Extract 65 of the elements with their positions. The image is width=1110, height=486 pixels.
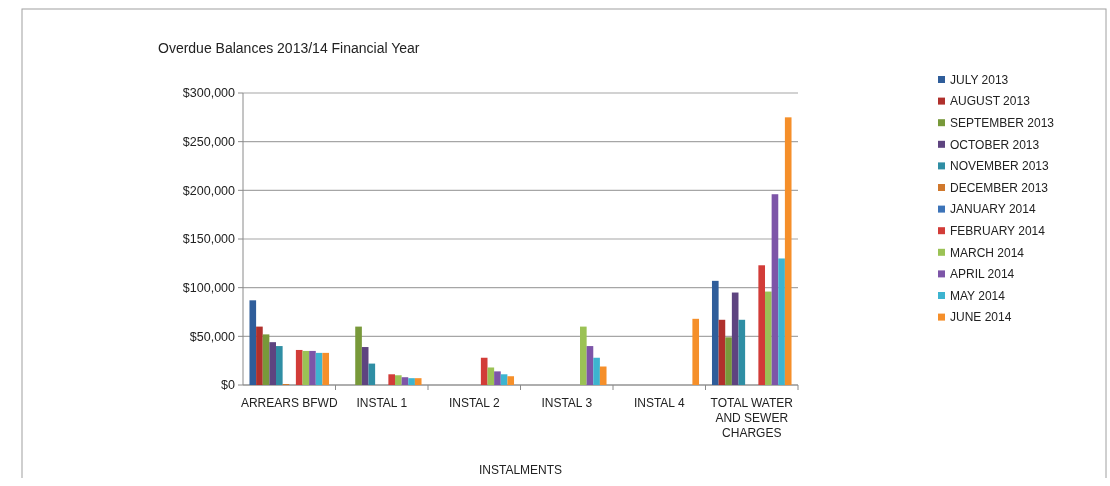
y-tick-label: $50,000	[189, 329, 236, 344]
legend-label: MAY 2014	[950, 288, 1006, 303]
bar	[692, 318, 700, 385]
y-tick-label: $100,000	[182, 281, 236, 296]
bar	[414, 378, 422, 385]
bar	[249, 300, 257, 385]
bar	[507, 376, 515, 385]
bar	[355, 326, 362, 385]
bar	[758, 265, 766, 385]
legend-label: SEPTEMBER 2013	[950, 115, 1055, 130]
bar	[401, 377, 409, 385]
bar	[778, 258, 785, 385]
bar	[711, 280, 719, 385]
legend-label: FEBRUARY 2014	[950, 223, 1046, 238]
x-tick-label: INSTAL 1	[356, 396, 408, 410]
bar	[765, 291, 772, 385]
x-tick-label: INSTAL 3	[541, 396, 593, 410]
bar	[408, 378, 415, 385]
bar	[784, 117, 792, 385]
bar	[315, 352, 323, 385]
bar	[586, 346, 594, 385]
bar	[580, 326, 587, 385]
bar	[388, 374, 396, 385]
legend-label: MARCH 2014	[950, 245, 1025, 260]
bar	[494, 371, 501, 385]
bar	[725, 337, 732, 385]
x-tick-label: INSTAL 4	[633, 396, 685, 410]
bar	[269, 342, 276, 385]
y-tick-label: $200,000	[182, 183, 236, 198]
bar	[480, 357, 488, 385]
bar	[599, 366, 607, 385]
x-tick-label: TOTAL WATER AND SEWER CHARGES	[710, 396, 794, 440]
x-tick-label: ARREARS BFWD	[240, 396, 338, 410]
legend-label: APRIL 2014	[950, 267, 1015, 282]
x-axis-title: INSTALMENTS	[478, 463, 563, 477]
bar	[295, 349, 303, 385]
y-tick-label: $250,000	[182, 135, 236, 150]
bar	[322, 352, 330, 385]
legend-label: NOVEMBER 2013	[950, 159, 1050, 174]
y-tick-label: $300,000	[182, 86, 236, 101]
bar	[302, 350, 310, 385]
x-tick-label: INSTAL 2	[448, 396, 500, 410]
bar	[256, 326, 263, 385]
bar	[309, 350, 316, 385]
bar	[718, 319, 726, 385]
legend-label: JULY 2013	[950, 72, 1009, 87]
bar	[361, 347, 369, 385]
bar	[395, 375, 402, 385]
bar	[500, 374, 508, 385]
legend-label: DECEMBER 2013	[950, 180, 1049, 195]
legend-label: JUNE 2014	[950, 310, 1012, 325]
y-tick-label: $150,000	[182, 232, 236, 247]
y-tick-label: $0	[221, 378, 236, 393]
bar	[593, 357, 600, 385]
bar	[368, 363, 376, 385]
legend-label: AUGUST 2013	[950, 94, 1031, 109]
legend-label: OCTOBER 2013	[950, 137, 1040, 152]
bar	[731, 292, 739, 385]
bar	[262, 334, 270, 385]
bar	[738, 319, 746, 385]
bar	[487, 367, 495, 385]
legend-label: JANUARY 2014	[950, 202, 1036, 217]
bar	[275, 346, 283, 385]
bar	[771, 194, 779, 385]
chart-title: Overdue Balances 2013/14 Financial Year	[158, 40, 420, 56]
